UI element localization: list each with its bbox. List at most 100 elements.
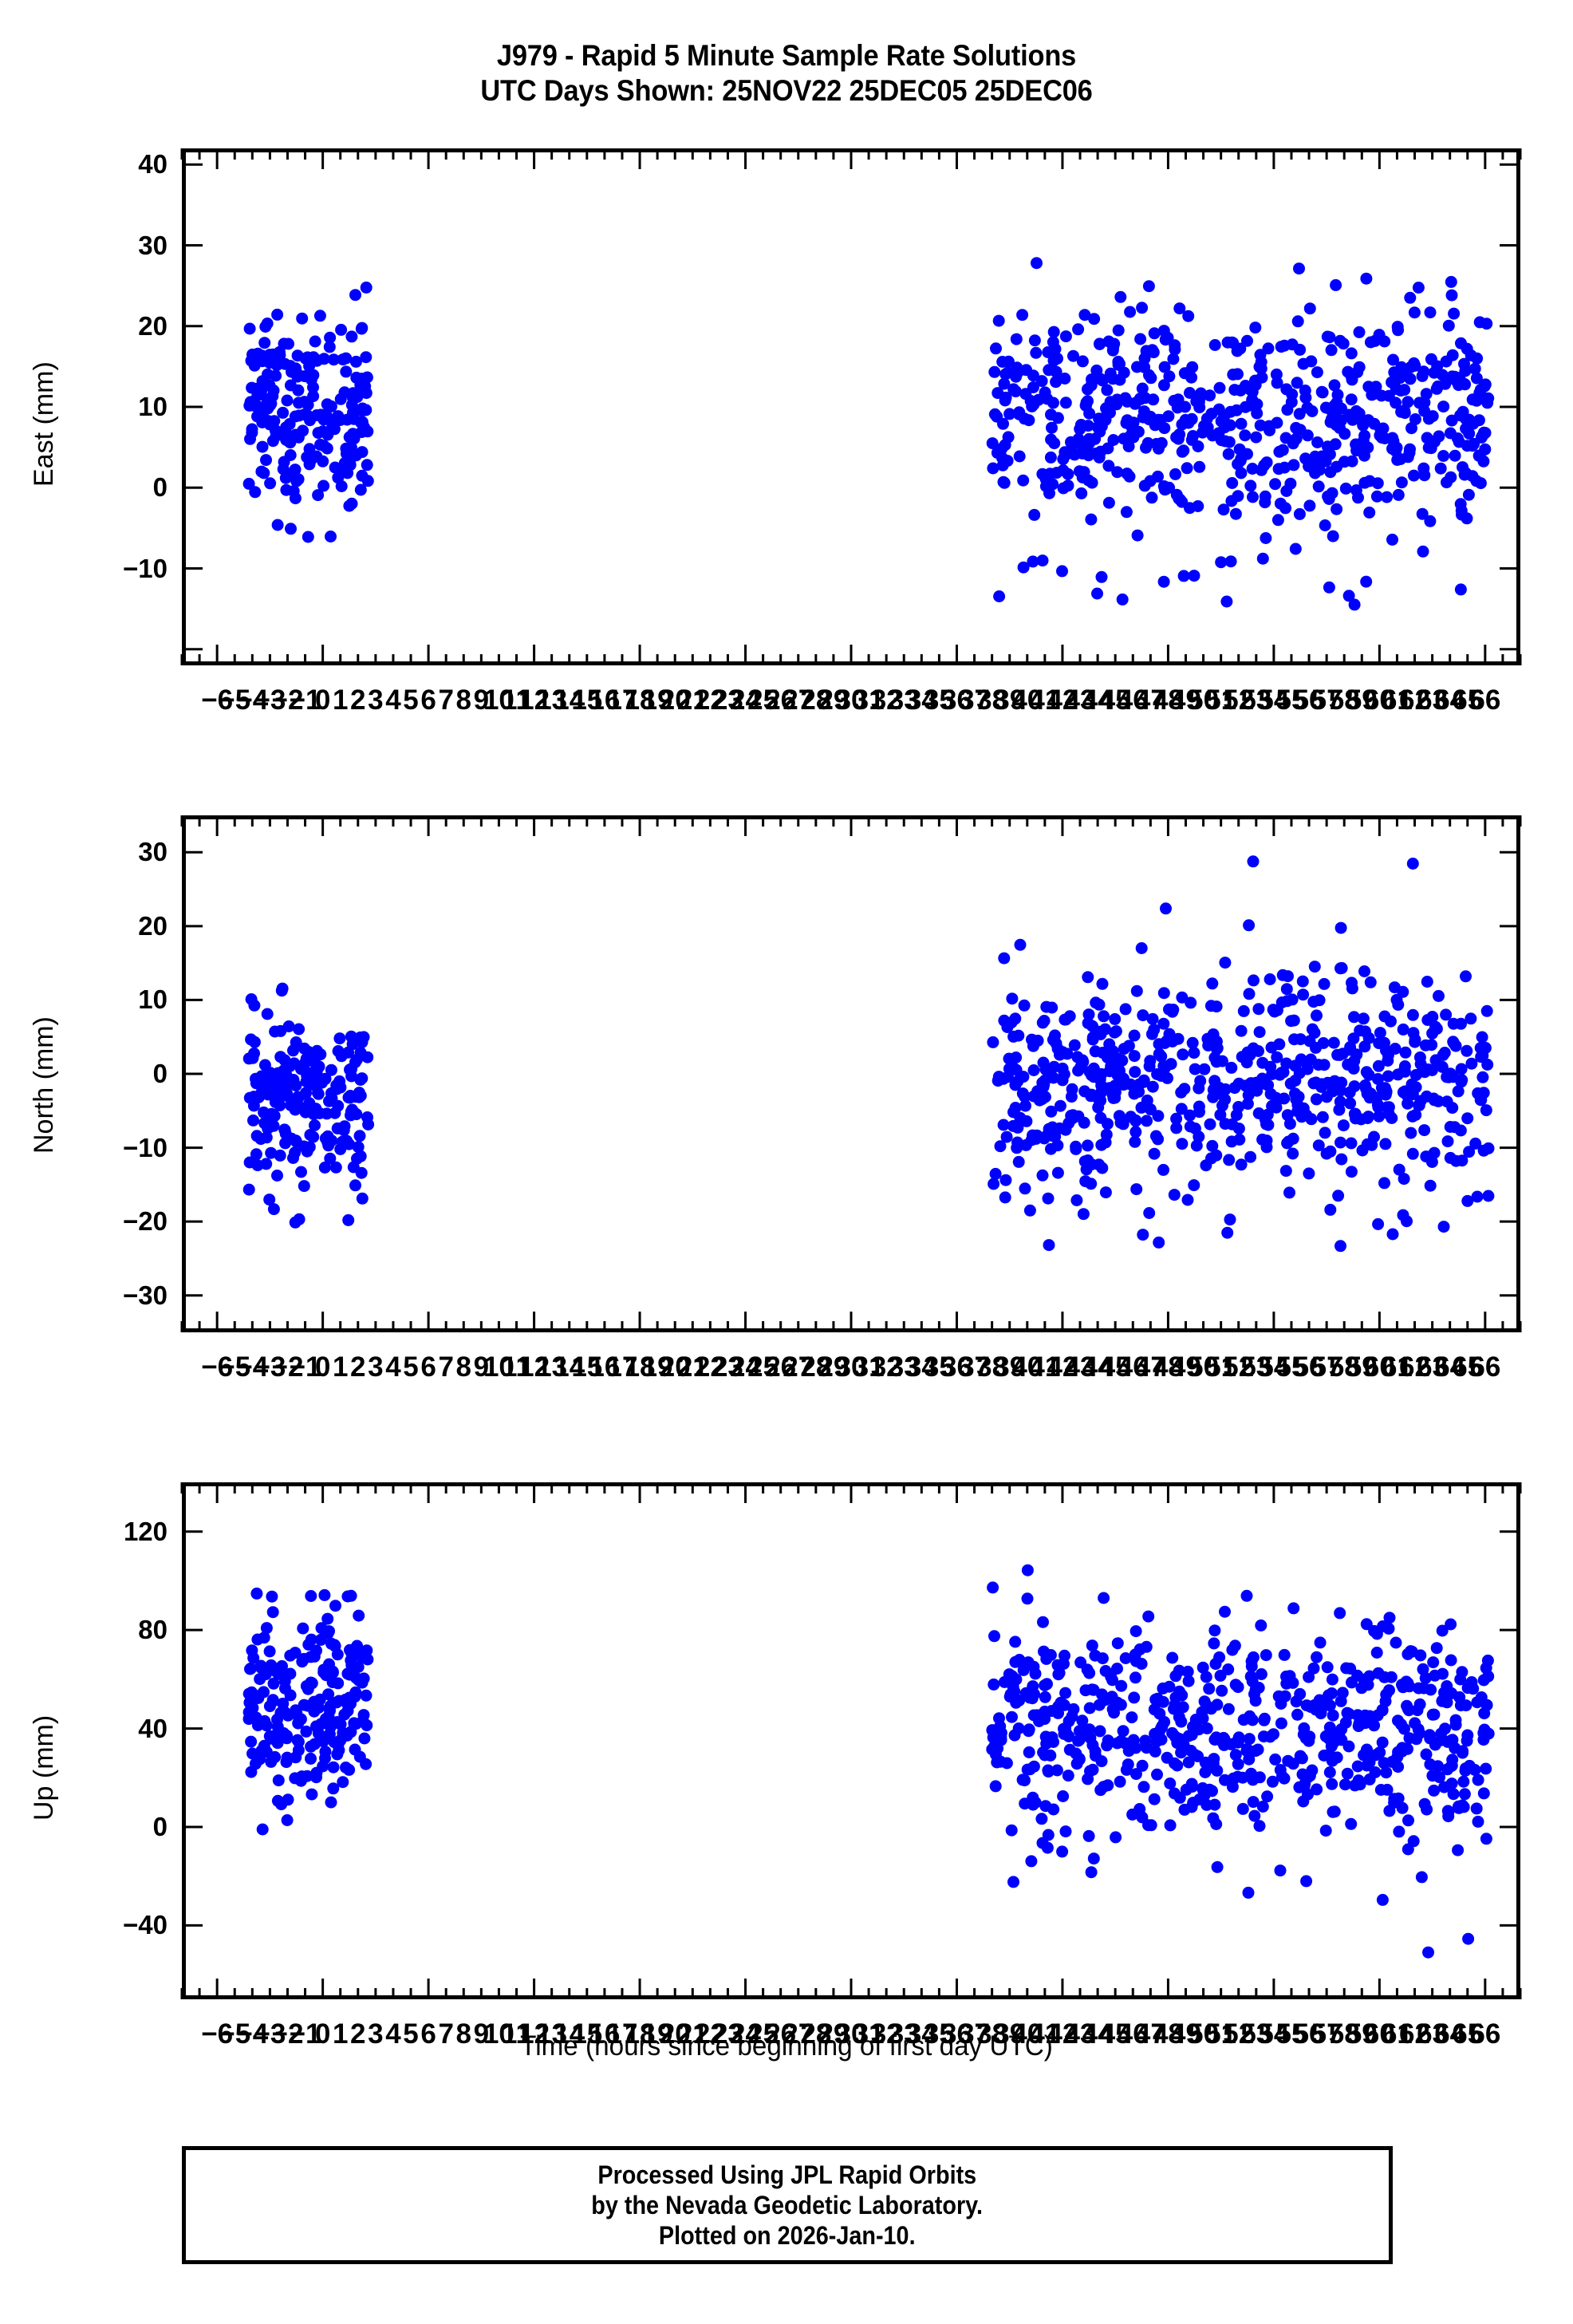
data-point [1440, 1008, 1453, 1021]
data-point [1296, 975, 1309, 988]
data-point [1143, 369, 1155, 381]
data-point [289, 464, 302, 476]
data-point [1427, 1656, 1440, 1669]
data-point [1086, 1069, 1098, 1082]
data-point [1283, 1186, 1295, 1199]
data-point [1157, 1017, 1170, 1030]
data-point [1027, 1660, 1040, 1673]
chart-title-line-1: J979 - Rapid 5 Minute Sample Rate Soluti… [496, 39, 1077, 72]
data-point [1082, 1154, 1094, 1166]
x-tick-label: 1 [332, 685, 349, 716]
data-point [1252, 1003, 1265, 1016]
data-point [1101, 384, 1114, 397]
x-tick-label: 17 [606, 2018, 638, 2050]
data-point [256, 440, 269, 453]
data-point [1314, 1636, 1327, 1649]
data-point [1082, 1008, 1095, 1021]
data-point [1036, 1169, 1049, 1182]
y-tick-label-column: 30 20 10 0 −10 −20 −30 [72, 815, 168, 1332]
data-point [1007, 1876, 1019, 1888]
y-tick-label: 0 [152, 1059, 168, 1088]
data-point [1346, 982, 1358, 995]
data-point [1426, 1011, 1439, 1023]
data-point [1370, 1647, 1383, 1659]
x-tick-label: 64 [1434, 2018, 1466, 2050]
data-point [1146, 1012, 1159, 1025]
data-point [1306, 405, 1319, 417]
data-point [1256, 552, 1269, 565]
data-point [1274, 1864, 1287, 1877]
data-point [1086, 1639, 1098, 1652]
data-point [1470, 372, 1483, 385]
data-point [1141, 436, 1154, 449]
data-point [1215, 556, 1228, 569]
data-point [1276, 444, 1289, 456]
data-point [1423, 1729, 1436, 1742]
data-point [332, 1677, 345, 1690]
data-point [1425, 1039, 1438, 1052]
data-point [1325, 344, 1338, 357]
x-tick-label: 45 [1099, 2018, 1131, 2050]
data-point [1072, 323, 1085, 336]
data-point [1406, 858, 1419, 870]
data-point [1006, 1710, 1018, 1723]
data-point [1463, 427, 1476, 440]
data-point [1405, 1126, 1417, 1139]
x-tick-label: 14 [554, 2018, 585, 2050]
data-point [1408, 306, 1421, 319]
data-point [1176, 1138, 1189, 1150]
data-point [1287, 1014, 1300, 1027]
data-point [1372, 1059, 1385, 1072]
data-point [267, 1203, 280, 1216]
data-point [1013, 1654, 1026, 1666]
data-point [1043, 1765, 1055, 1778]
data-point [361, 1111, 373, 1123]
data-point [1406, 1147, 1419, 1160]
data-point [1258, 459, 1271, 472]
data-point [266, 1695, 279, 1707]
data-point [1059, 330, 1072, 343]
data-point [1461, 440, 1473, 452]
x-tick-label: 57 [1311, 685, 1342, 716]
data-point [1111, 1696, 1124, 1709]
data-point [1382, 389, 1395, 402]
x-tick-label: 40 [1011, 685, 1043, 716]
data-point [1319, 1825, 1332, 1837]
data-point [1272, 463, 1285, 475]
data-point [1331, 389, 1344, 401]
x-tick-label: 4 [385, 2018, 401, 2050]
x-tick-label: −2 [271, 685, 304, 716]
data-point [1057, 1790, 1070, 1802]
data-point [1456, 1154, 1469, 1167]
data-point [1462, 488, 1475, 501]
x-tick-label: 51 [1205, 1351, 1237, 1383]
data-point [1112, 324, 1125, 337]
x-tick-label: 12 [518, 2018, 550, 2050]
data-point [258, 467, 270, 479]
data-point [344, 454, 357, 467]
x-tick-label: 48 [1152, 2018, 1184, 2050]
data-point [1405, 422, 1417, 435]
data-point [1181, 462, 1193, 475]
x-tick-label: 23 [712, 1351, 743, 1383]
data-point [1300, 1109, 1313, 1122]
data-point [1072, 1064, 1085, 1077]
data-point [321, 1612, 334, 1625]
data-point [340, 365, 353, 378]
x-tick-label: 39 [994, 1351, 1026, 1383]
x-tick-label: 24 [730, 2018, 761, 2050]
data-point [258, 1106, 270, 1119]
data-point [1312, 480, 1325, 493]
x-tick-label: 38 [976, 685, 1008, 716]
data-point [358, 1732, 371, 1745]
x-tick-label: −3 [254, 2018, 286, 2050]
data-point [1218, 1733, 1231, 1746]
data-point [1129, 1126, 1142, 1138]
data-point [1085, 1866, 1098, 1879]
data-point [1436, 1624, 1449, 1637]
x-tick-label: 3 [368, 1351, 384, 1383]
data-point [307, 351, 320, 364]
data-point [1082, 1773, 1094, 1785]
x-tick-label: −3 [254, 685, 286, 716]
data-point [1345, 1166, 1358, 1178]
